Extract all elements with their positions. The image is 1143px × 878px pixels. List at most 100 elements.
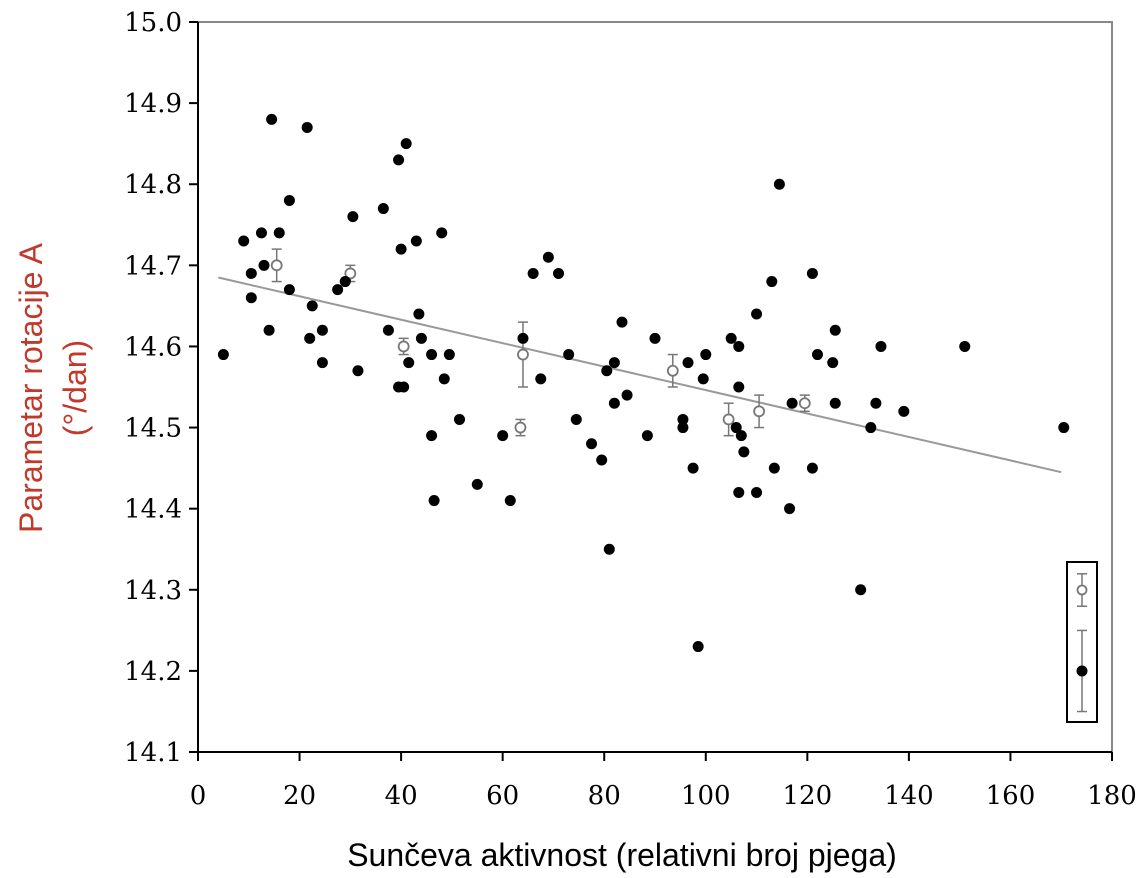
open-point — [517, 348, 529, 361]
data-point — [806, 462, 818, 474]
data-point — [415, 332, 427, 344]
data-point — [875, 340, 887, 352]
data-point — [733, 486, 745, 498]
data-point — [563, 349, 575, 361]
open-point — [753, 405, 765, 418]
data-point — [395, 243, 407, 255]
y-tick-label: 14.9 — [124, 89, 182, 119]
data-point — [553, 267, 565, 279]
data-point — [677, 413, 689, 425]
data-point — [865, 422, 877, 434]
y-tick-label: 14.2 — [124, 657, 182, 687]
data-point — [898, 405, 910, 417]
x-tick-label: 0 — [190, 781, 207, 811]
data-point — [692, 641, 704, 653]
open-point — [397, 340, 410, 353]
data-point — [641, 430, 653, 442]
data-point — [332, 284, 344, 296]
x-tick-label: 20 — [283, 781, 316, 811]
data-point — [586, 438, 598, 450]
data-point — [677, 422, 689, 434]
y-axis-label-line2: (°/dan) — [57, 340, 93, 436]
open-point — [270, 259, 283, 272]
data-point — [1058, 422, 1070, 434]
data-point — [535, 373, 547, 385]
data-point — [283, 284, 295, 296]
data-point — [827, 357, 839, 369]
data-point — [398, 381, 410, 393]
data-point — [266, 113, 278, 125]
data-point — [504, 495, 516, 507]
legend-open-marker — [1076, 584, 1088, 596]
data-point — [870, 397, 882, 409]
data-point — [829, 397, 841, 409]
data-point — [517, 332, 529, 344]
data-point — [377, 203, 389, 215]
data-point — [527, 267, 539, 279]
data-point — [806, 267, 818, 279]
data-point — [733, 340, 745, 352]
data-point — [784, 503, 796, 515]
x-tick-label: 180 — [1087, 781, 1137, 811]
y-axis-label-line1: Parametar rotacije A — [13, 242, 49, 533]
open-point — [798, 397, 811, 410]
data-point — [245, 267, 257, 279]
data-point — [596, 454, 608, 466]
data-point — [426, 430, 438, 442]
open-point — [514, 421, 527, 434]
x-tick-label: 140 — [884, 781, 934, 811]
y-tick-label: 14.4 — [124, 495, 182, 525]
data-point — [454, 413, 466, 425]
data-point — [339, 276, 351, 288]
data-point — [570, 413, 582, 425]
data-point — [959, 340, 971, 352]
data-point — [733, 381, 745, 393]
y-tick-label: 14.1 — [124, 738, 182, 768]
data-point — [413, 308, 425, 320]
data-point — [603, 543, 615, 555]
data-point — [608, 357, 620, 369]
data-point — [616, 316, 628, 328]
y-tick-label: 14.8 — [124, 170, 182, 200]
data-point — [855, 584, 867, 596]
data-point — [263, 324, 275, 336]
data-point — [471, 478, 483, 490]
data-point — [766, 276, 778, 288]
y-tick-label: 15.0 — [124, 8, 182, 38]
data-point — [497, 430, 509, 442]
data-point — [786, 397, 798, 409]
data-point — [697, 373, 709, 385]
x-tick-label: 160 — [986, 781, 1036, 811]
data-point — [751, 486, 763, 498]
data-point — [428, 495, 440, 507]
y-tick-label: 14.5 — [124, 414, 182, 444]
data-point — [773, 178, 785, 190]
data-point — [438, 373, 450, 385]
data-point — [649, 332, 661, 344]
data-point — [255, 227, 267, 239]
data-point — [393, 154, 405, 166]
y-tick-label: 14.6 — [124, 332, 182, 362]
data-point — [352, 365, 364, 377]
data-point — [687, 462, 699, 474]
data-point — [601, 365, 613, 377]
data-point — [730, 422, 742, 434]
legend-filled-marker — [1076, 665, 1088, 677]
data-point — [443, 349, 455, 361]
data-point — [347, 211, 359, 223]
data-point — [621, 389, 633, 401]
data-point — [751, 308, 763, 320]
data-point — [682, 357, 694, 369]
open-point — [722, 413, 735, 426]
plot-area: 14.1 14.2 14.3 14.4 14.5 14.6 14.7 14.8 14.9 15.0… — [124, 8, 1137, 811]
data-point — [316, 324, 328, 336]
x-tick-label: 60 — [486, 781, 519, 811]
data-point — [410, 235, 422, 247]
data-point — [700, 349, 712, 361]
data-point — [217, 349, 229, 361]
x-axis-label: Sunčeva aktivnost (relativni broj pjega) — [347, 837, 897, 873]
y-tick-label: 14.3 — [124, 576, 182, 606]
data-point — [811, 349, 823, 361]
data-point — [400, 138, 412, 150]
data-point — [283, 194, 295, 206]
